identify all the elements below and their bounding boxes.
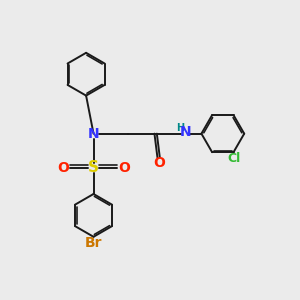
Text: O: O [118, 161, 130, 175]
Text: O: O [57, 161, 69, 175]
Text: N: N [179, 125, 191, 139]
Text: Cl: Cl [227, 152, 241, 165]
Text: N: N [88, 127, 99, 141]
Text: H: H [176, 123, 184, 133]
Text: O: O [154, 156, 165, 170]
Text: Br: Br [85, 236, 102, 250]
Text: S: S [88, 160, 99, 175]
